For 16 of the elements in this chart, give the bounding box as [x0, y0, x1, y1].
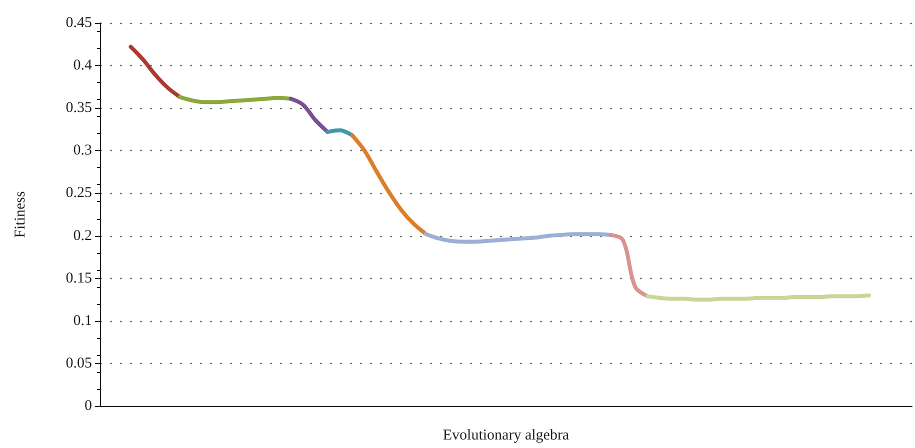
y-tick-label: 0.2 — [73, 228, 92, 244]
y-tick-label: 0.15 — [66, 270, 92, 286]
y-tick-label: 0 — [84, 398, 92, 414]
y-axis-title: Fitiness — [12, 191, 28, 238]
y-tick-label: 0.3 — [73, 142, 92, 159]
y-tick-label: 0.25 — [66, 185, 92, 202]
y-tick-label: 0.45 — [66, 15, 92, 31]
line-series — [128, 44, 182, 100]
line-series — [288, 96, 330, 134]
line-series — [608, 232, 650, 298]
x-axis-title: Evolutionary algebra — [442, 428, 570, 444]
y-tick-label: 0.1 — [73, 312, 92, 329]
y-tick-label: 0.05 — [66, 355, 92, 372]
y-tick-label: 0.35 — [66, 100, 92, 116]
y-tick-label: 0.4 — [73, 58, 92, 74]
line-series — [350, 133, 428, 236]
